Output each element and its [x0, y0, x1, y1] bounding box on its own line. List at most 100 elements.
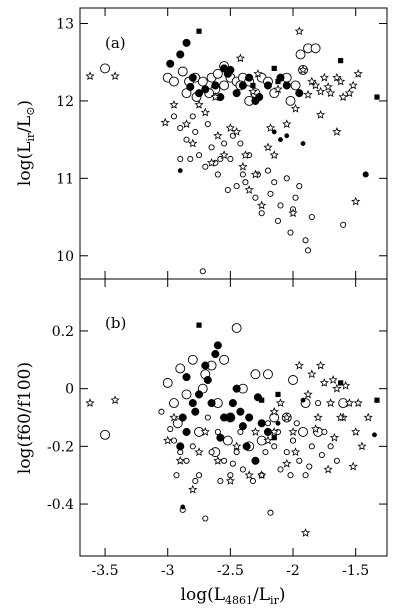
- open-circle-point: [177, 124, 184, 132]
- open-circle-point: [308, 443, 315, 450]
- panel-a-ticks: 10 11 12 13: [56, 8, 387, 279]
- open-circle-point: [221, 140, 228, 147]
- open-circle-point: [158, 408, 165, 415]
- filled-circle-point: [182, 373, 191, 382]
- open-circle-point: [231, 323, 242, 334]
- open-circle-point: [170, 437, 178, 444]
- x-tick-label: -1.5: [342, 563, 369, 579]
- star-point: [348, 461, 358, 471]
- filled-circle-point: [232, 384, 241, 393]
- star-point: [338, 92, 348, 101]
- star-point: [269, 406, 279, 416]
- filled-square-point: [275, 78, 281, 85]
- y-tick-label: -0.4: [47, 497, 74, 513]
- star-point: [290, 103, 301, 113]
- star-point: [85, 398, 95, 407]
- open-circle-point: [208, 144, 215, 151]
- open-circle-point: [302, 237, 309, 244]
- filled-square-point: [259, 397, 265, 403]
- panel-b-ticks: -0.4 -0.2 0 0.2: [47, 279, 387, 556]
- star-point: [332, 127, 342, 136]
- filled-circle-point: [182, 38, 191, 47]
- open-circle-point: [256, 435, 267, 446]
- y-tick-label: 11: [56, 171, 74, 187]
- star-point: [313, 412, 323, 422]
- open-circle-point: [296, 183, 303, 190]
- open-circle-point: [289, 437, 297, 444]
- open-circle-point: [315, 400, 322, 407]
- filled-circle-point: [284, 133, 290, 139]
- open-circle-point: [271, 443, 278, 450]
- star-point: [344, 398, 355, 407]
- filled-square-point: [250, 82, 256, 89]
- star-point: [257, 470, 267, 480]
- open-circle-point: [192, 128, 199, 135]
- filled-circle-point: [238, 81, 247, 90]
- open-circle-point: [222, 435, 233, 446]
- filled-circle-point: [263, 427, 273, 436]
- open-circle-point: [277, 202, 284, 209]
- panel-a-points: [85, 26, 380, 275]
- filled-circle-point: [207, 399, 216, 408]
- filled-circle-point: [176, 442, 185, 451]
- y-tick-label: 0.2: [52, 324, 74, 340]
- star-point: [288, 208, 298, 218]
- open-circle-point: [189, 113, 196, 120]
- star-point: [110, 71, 120, 81]
- filled-square-point: [374, 94, 380, 100]
- open-circle-point: [172, 418, 183, 429]
- star-point: [248, 86, 258, 96]
- open-circle-point: [187, 155, 194, 163]
- star-point: [348, 80, 358, 90]
- open-circle-point: [169, 398, 179, 409]
- star-point: [363, 412, 373, 422]
- star-point: [300, 528, 311, 537]
- filled-circle-point: [177, 168, 183, 174]
- star-point: [329, 432, 339, 442]
- open-circle-point: [187, 354, 198, 365]
- star-point: [315, 86, 326, 96]
- filled-circle-point: [300, 397, 306, 403]
- star-point: [225, 476, 235, 485]
- filled-circle-point: [176, 50, 185, 59]
- star-point: [353, 398, 363, 407]
- star-point: [288, 427, 298, 436]
- filled-circle-point: [372, 432, 377, 438]
- star-point: [160, 117, 170, 127]
- filled-circle-point: [275, 420, 281, 426]
- open-circle-point: [288, 375, 298, 385]
- filled-circle-point: [223, 69, 232, 78]
- open-circle-point: [181, 88, 192, 99]
- star-point: [169, 412, 179, 422]
- star-point: [163, 435, 173, 445]
- open-circle-point: [181, 389, 192, 400]
- panel-a-ylabel: log(Lir/L⊙): [15, 100, 37, 186]
- filled-circle-point: [228, 399, 237, 408]
- filled-square-point: [275, 391, 281, 398]
- open-circle-point: [283, 175, 290, 182]
- open-circle-point: [298, 426, 308, 437]
- open-circle-point: [194, 426, 204, 437]
- filled-circle-point: [232, 89, 241, 98]
- filled-circle-point: [211, 349, 220, 359]
- open-circle-point: [221, 457, 228, 464]
- filled-circle-point: [180, 504, 186, 510]
- star-point: [244, 470, 254, 480]
- star-point: [169, 99, 179, 109]
- filled-circle-point: [245, 73, 254, 82]
- star-point: [310, 424, 321, 433]
- open-circle-point: [233, 449, 240, 456]
- star-point: [240, 150, 251, 160]
- star-point: [250, 169, 261, 179]
- star-point: [357, 441, 367, 451]
- star-point: [344, 88, 355, 98]
- open-circle-point: [189, 443, 196, 450]
- y-tick-label: 13: [56, 16, 74, 32]
- star-point: [332, 72, 342, 82]
- star-point: [282, 412, 292, 422]
- open-circle-point: [212, 68, 223, 79]
- open-circle-point: [219, 80, 230, 91]
- x-tick-label: -3.5: [92, 563, 119, 579]
